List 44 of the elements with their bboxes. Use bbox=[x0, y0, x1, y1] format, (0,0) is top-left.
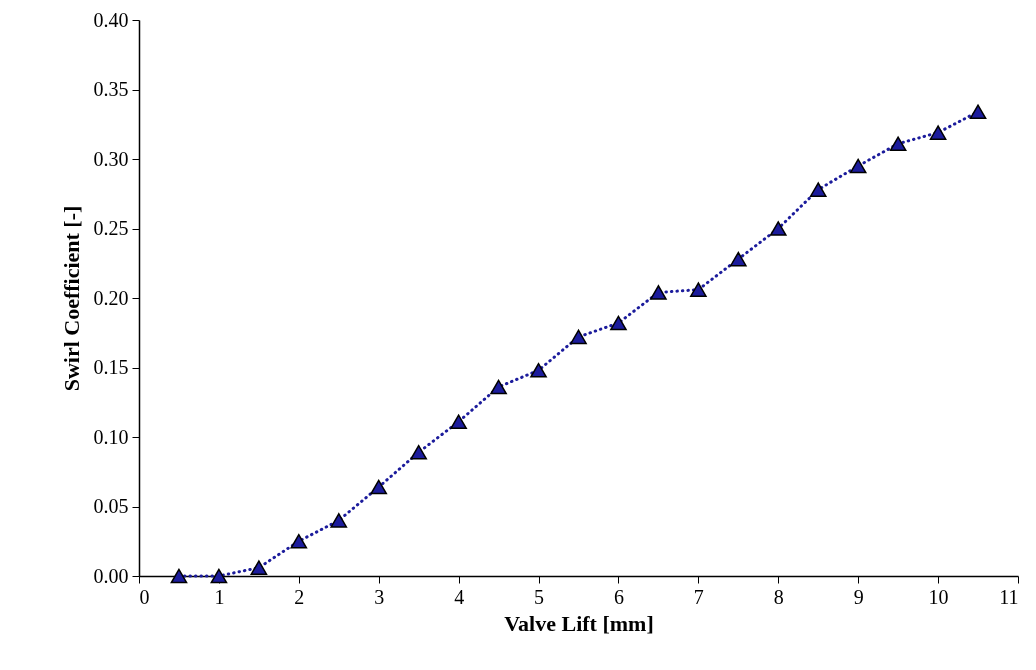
y-tick-label: 0.05 bbox=[93, 495, 129, 517]
point bbox=[330, 513, 348, 528]
x-tick-label: 2 bbox=[294, 585, 305, 608]
point bbox=[250, 560, 268, 575]
point bbox=[690, 282, 707, 297]
x-tick-label: 10 bbox=[928, 585, 949, 608]
point bbox=[370, 479, 388, 495]
x-tick-label: 1 bbox=[214, 585, 225, 608]
y-tick-label: 0.10 bbox=[93, 425, 129, 448]
point bbox=[809, 182, 827, 197]
x-tick-label: 11 bbox=[999, 585, 1019, 608]
y-tick-label: 0.00 bbox=[93, 564, 129, 587]
y-tick-label: 0.40 bbox=[93, 8, 129, 31]
point bbox=[969, 104, 987, 120]
point bbox=[849, 158, 867, 174]
point bbox=[769, 221, 787, 236]
y-tick-label: 0.35 bbox=[93, 78, 129, 100]
x-tick-label: 9 bbox=[853, 585, 864, 608]
point bbox=[410, 444, 428, 460]
point bbox=[530, 362, 547, 378]
point bbox=[889, 136, 907, 152]
point bbox=[490, 379, 507, 395]
point bbox=[650, 285, 667, 300]
point bbox=[729, 251, 747, 267]
y-tick-label: 0.15 bbox=[93, 356, 129, 378]
point bbox=[450, 414, 467, 430]
x-tick-label: 0 bbox=[139, 585, 150, 608]
x-tick-label: 4 bbox=[454, 585, 465, 608]
y-tick-label: 0.25 bbox=[93, 217, 129, 239]
x-tick-label: 7 bbox=[693, 585, 704, 608]
x-axis-title: Valve Lift [mm] bbox=[504, 610, 654, 636]
point bbox=[570, 329, 587, 345]
point bbox=[610, 315, 627, 331]
y-tick-label: 0.20 bbox=[93, 286, 129, 309]
x-tick-label: 6 bbox=[613, 585, 624, 608]
x-tick-label: 8 bbox=[773, 585, 784, 608]
point bbox=[929, 125, 947, 140]
point bbox=[290, 533, 308, 549]
x-tick-label: 3 bbox=[374, 585, 385, 608]
y-tick-label: 0.30 bbox=[93, 147, 129, 170]
x-tick-label: 5 bbox=[534, 585, 545, 608]
y-axis-title: Swirl Coefficient [-] bbox=[58, 205, 84, 392]
point bbox=[210, 568, 228, 584]
point bbox=[170, 568, 188, 584]
